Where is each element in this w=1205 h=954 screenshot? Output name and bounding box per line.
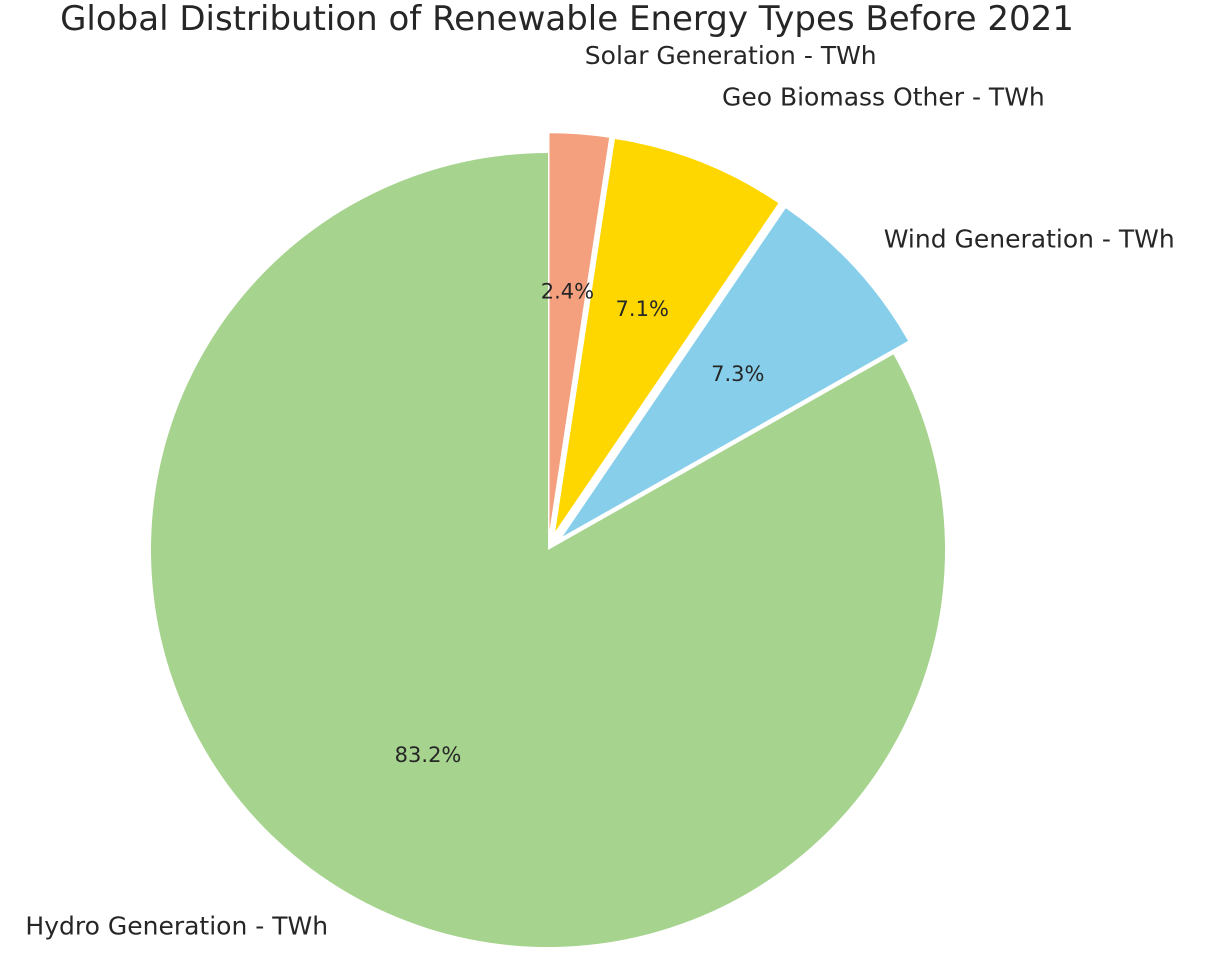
pie-slice-1 — [549, 133, 610, 531]
pie-percent-label-1: 2.4% — [541, 280, 594, 304]
pie-percent-label-3: 7.3% — [711, 362, 764, 386]
pie-slices — [150, 133, 945, 947]
pie-slice-4 — [150, 153, 945, 947]
pie-category-label-2: Geo Biomass Other - TWh — [722, 83, 1045, 112]
pie-slice-2 — [555, 139, 779, 532]
pie-category-label-3: Wind Generation - TWh — [884, 225, 1175, 254]
pie-category-label-4: Hydro Generation - TWh — [25, 911, 328, 940]
pie-percent-label-2: 7.1% — [616, 297, 669, 321]
pie-category-label-1: Solar Generation - TWh — [585, 41, 877, 70]
pie-slice-3 — [562, 208, 909, 537]
pie-labels: 2.4% Solar Generation - TWh 7.1% Geo Biomas… — [25, 41, 1174, 940]
chart-title: Global Distribution of Renewable Energy … — [60, 0, 1074, 39]
pie-percent-label-4: 83.2% — [395, 743, 462, 767]
